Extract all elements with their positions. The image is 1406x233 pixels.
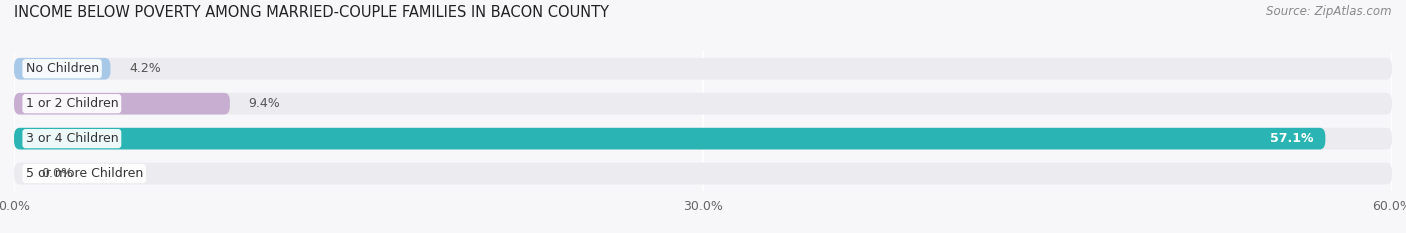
Text: 57.1%: 57.1% [1271,132,1313,145]
FancyBboxPatch shape [14,58,111,80]
FancyBboxPatch shape [14,128,1326,150]
Text: 4.2%: 4.2% [129,62,160,75]
FancyBboxPatch shape [14,93,231,115]
Text: 3 or 4 Children: 3 or 4 Children [25,132,118,145]
Text: INCOME BELOW POVERTY AMONG MARRIED-COUPLE FAMILIES IN BACON COUNTY: INCOME BELOW POVERTY AMONG MARRIED-COUPL… [14,5,609,20]
Text: 9.4%: 9.4% [249,97,280,110]
FancyBboxPatch shape [14,58,1392,80]
Text: Source: ZipAtlas.com: Source: ZipAtlas.com [1267,5,1392,18]
FancyBboxPatch shape [14,128,1392,150]
Text: 5 or more Children: 5 or more Children [25,167,143,180]
FancyBboxPatch shape [14,163,1392,185]
Text: 0.0%: 0.0% [42,167,73,180]
Text: No Children: No Children [25,62,98,75]
FancyBboxPatch shape [14,93,1392,115]
Text: 1 or 2 Children: 1 or 2 Children [25,97,118,110]
